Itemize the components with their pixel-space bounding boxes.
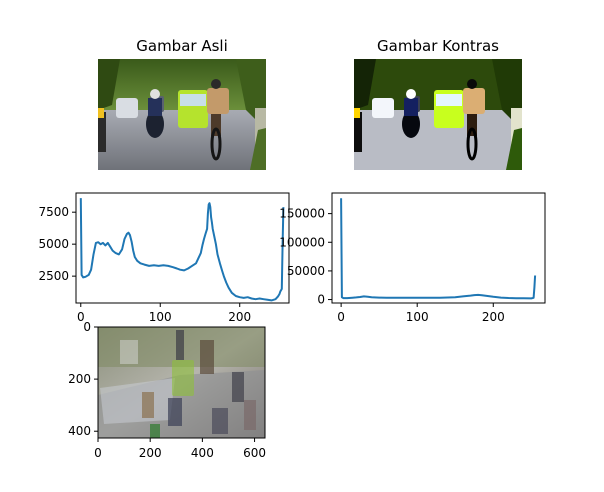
original-photo-image	[98, 59, 266, 170]
hist-original-ytick-label: 2500	[38, 269, 69, 283]
panel-overlay-photo: 0 200 400 600 0 200 400	[68, 320, 266, 460]
hist-contrast-ytick-label: 150000	[279, 207, 325, 221]
hist-contrast-xtick-label: 100	[406, 310, 429, 324]
overlay-ytick-label: 0	[83, 320, 91, 334]
contrast-photo-image	[354, 59, 522, 170]
overlay-xtick-label: 0	[94, 446, 102, 460]
overlay-ytick-label: 400	[68, 424, 91, 438]
hist-original-xtick-label: 0	[77, 310, 85, 324]
hist-original-xtick-label: 200	[228, 310, 251, 324]
hist-contrast-ytick-label: 50000	[287, 264, 325, 278]
panel-original-photo: Gambar Asli	[98, 37, 266, 170]
overlay-xtick-label: 600	[243, 446, 266, 460]
histogram-original: 0 100 200 2500 5000 7500	[38, 192, 290, 324]
original-photo-title: Gambar Asli	[136, 37, 228, 55]
hist-original-ytick-label: 5000	[38, 237, 69, 251]
hist-contrast-xtick-label: 200	[482, 310, 505, 324]
hist-original-axes-frame	[75, 192, 290, 304]
panel-contrast-photo: Gambar Kontras	[354, 37, 522, 170]
hist-contrast-xtick-label: 0	[337, 310, 345, 324]
hist-contrast-series-line	[340, 198, 537, 300]
hist-contrast-ytick-label: 100000	[279, 235, 325, 249]
histogram-contrast: 0 100 200 0 50000 100000 150000	[279, 192, 546, 324]
overlay-xtick-label: 200	[139, 446, 162, 460]
hist-original-series-line	[79, 198, 285, 302]
hist-original-ytick-label: 7500	[38, 205, 69, 219]
overlay-photo-frame	[97, 326, 266, 439]
hist-original-xtick-label: 100	[149, 310, 172, 324]
hist-contrast-axes-frame	[331, 192, 546, 304]
overlay-xtick-label: 400	[191, 446, 214, 460]
overlay-photo-image	[98, 327, 265, 438]
overlay-ytick-label: 200	[68, 372, 91, 386]
contrast-photo-title: Gambar Kontras	[377, 37, 499, 55]
hist-contrast-ytick-label: 0	[317, 293, 325, 307]
